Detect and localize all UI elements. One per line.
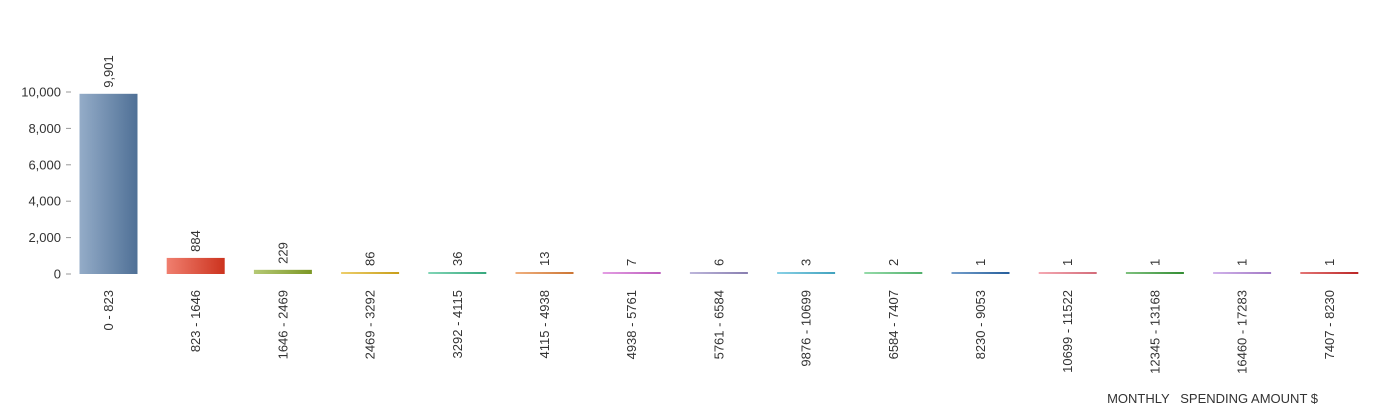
category-label: 6584 - 7407	[886, 290, 901, 359]
category-label: 10699 - 11522	[1060, 290, 1075, 373]
bar	[79, 93, 138, 274]
data-label: 9,901	[101, 55, 116, 88]
bar	[1038, 272, 1097, 274]
y-axis: 0 2,000 4,000 6,000 8,000 10,000	[21, 85, 71, 282]
bar	[253, 269, 312, 274]
category-label: 823 - 1646	[188, 290, 203, 352]
y-tick-label: 8,000	[28, 121, 61, 136]
bar	[951, 272, 1010, 274]
category-label: 0 - 823	[101, 290, 116, 330]
data-label: 13	[537, 252, 552, 266]
y-tick-label: 4,000	[28, 194, 61, 209]
y-tick-label: 2,000	[28, 230, 61, 245]
x-axis-title: MONTHLY SPENDING AMOUNT $	[1107, 391, 1319, 406]
category-label: 7407 - 8230	[1322, 290, 1337, 359]
category-label: 3292 - 4115	[450, 290, 465, 358]
data-label: 2	[886, 259, 901, 266]
y-tick-label: 10,000	[21, 85, 61, 100]
data-label: 884	[188, 230, 203, 252]
category-labels: 0 - 823 823 - 1646 1646 - 2469 2469 - 3292 3…	[101, 290, 1337, 374]
bar	[864, 272, 923, 274]
bar	[1300, 272, 1359, 274]
data-label: 3	[799, 259, 814, 266]
data-label: 36	[450, 252, 465, 266]
category-label: 9876 - 10699	[799, 290, 814, 367]
bars	[79, 93, 1359, 274]
bar	[1125, 272, 1184, 274]
bar	[777, 272, 836, 274]
bar	[428, 272, 487, 274]
bar	[602, 272, 661, 274]
data-label: 1	[1147, 259, 1162, 266]
data-label: 1	[1322, 259, 1337, 266]
y-tick-label: 0	[54, 267, 61, 282]
bar	[341, 272, 400, 274]
data-label: 1	[973, 259, 988, 266]
data-label: 1	[1235, 259, 1250, 266]
category-label: 2469 - 3292	[363, 290, 378, 359]
category-label: 1646 - 2469	[275, 290, 290, 359]
data-label: 6	[711, 259, 726, 266]
bar	[166, 257, 225, 274]
category-label: 4938 - 5761	[624, 290, 639, 359]
data-labels: 9,901 884 229 86 36 13 7 6 3 2 1 1 1 1 1	[101, 55, 1337, 266]
category-label: 4115 - 4938	[537, 290, 552, 358]
bar	[1213, 272, 1272, 274]
bar	[689, 272, 748, 274]
data-label: 86	[363, 252, 378, 266]
data-label: 7	[624, 259, 639, 266]
y-tick-label: 6,000	[28, 157, 61, 172]
category-label: 16460 - 17283	[1235, 290, 1250, 374]
data-label: 1	[1060, 259, 1075, 266]
category-label: 5761 - 6584	[711, 290, 726, 359]
category-label: 12345 - 13168	[1147, 290, 1162, 374]
bar	[515, 272, 574, 274]
category-label: 8230 - 9053	[973, 290, 988, 359]
data-label: 229	[275, 242, 290, 264]
